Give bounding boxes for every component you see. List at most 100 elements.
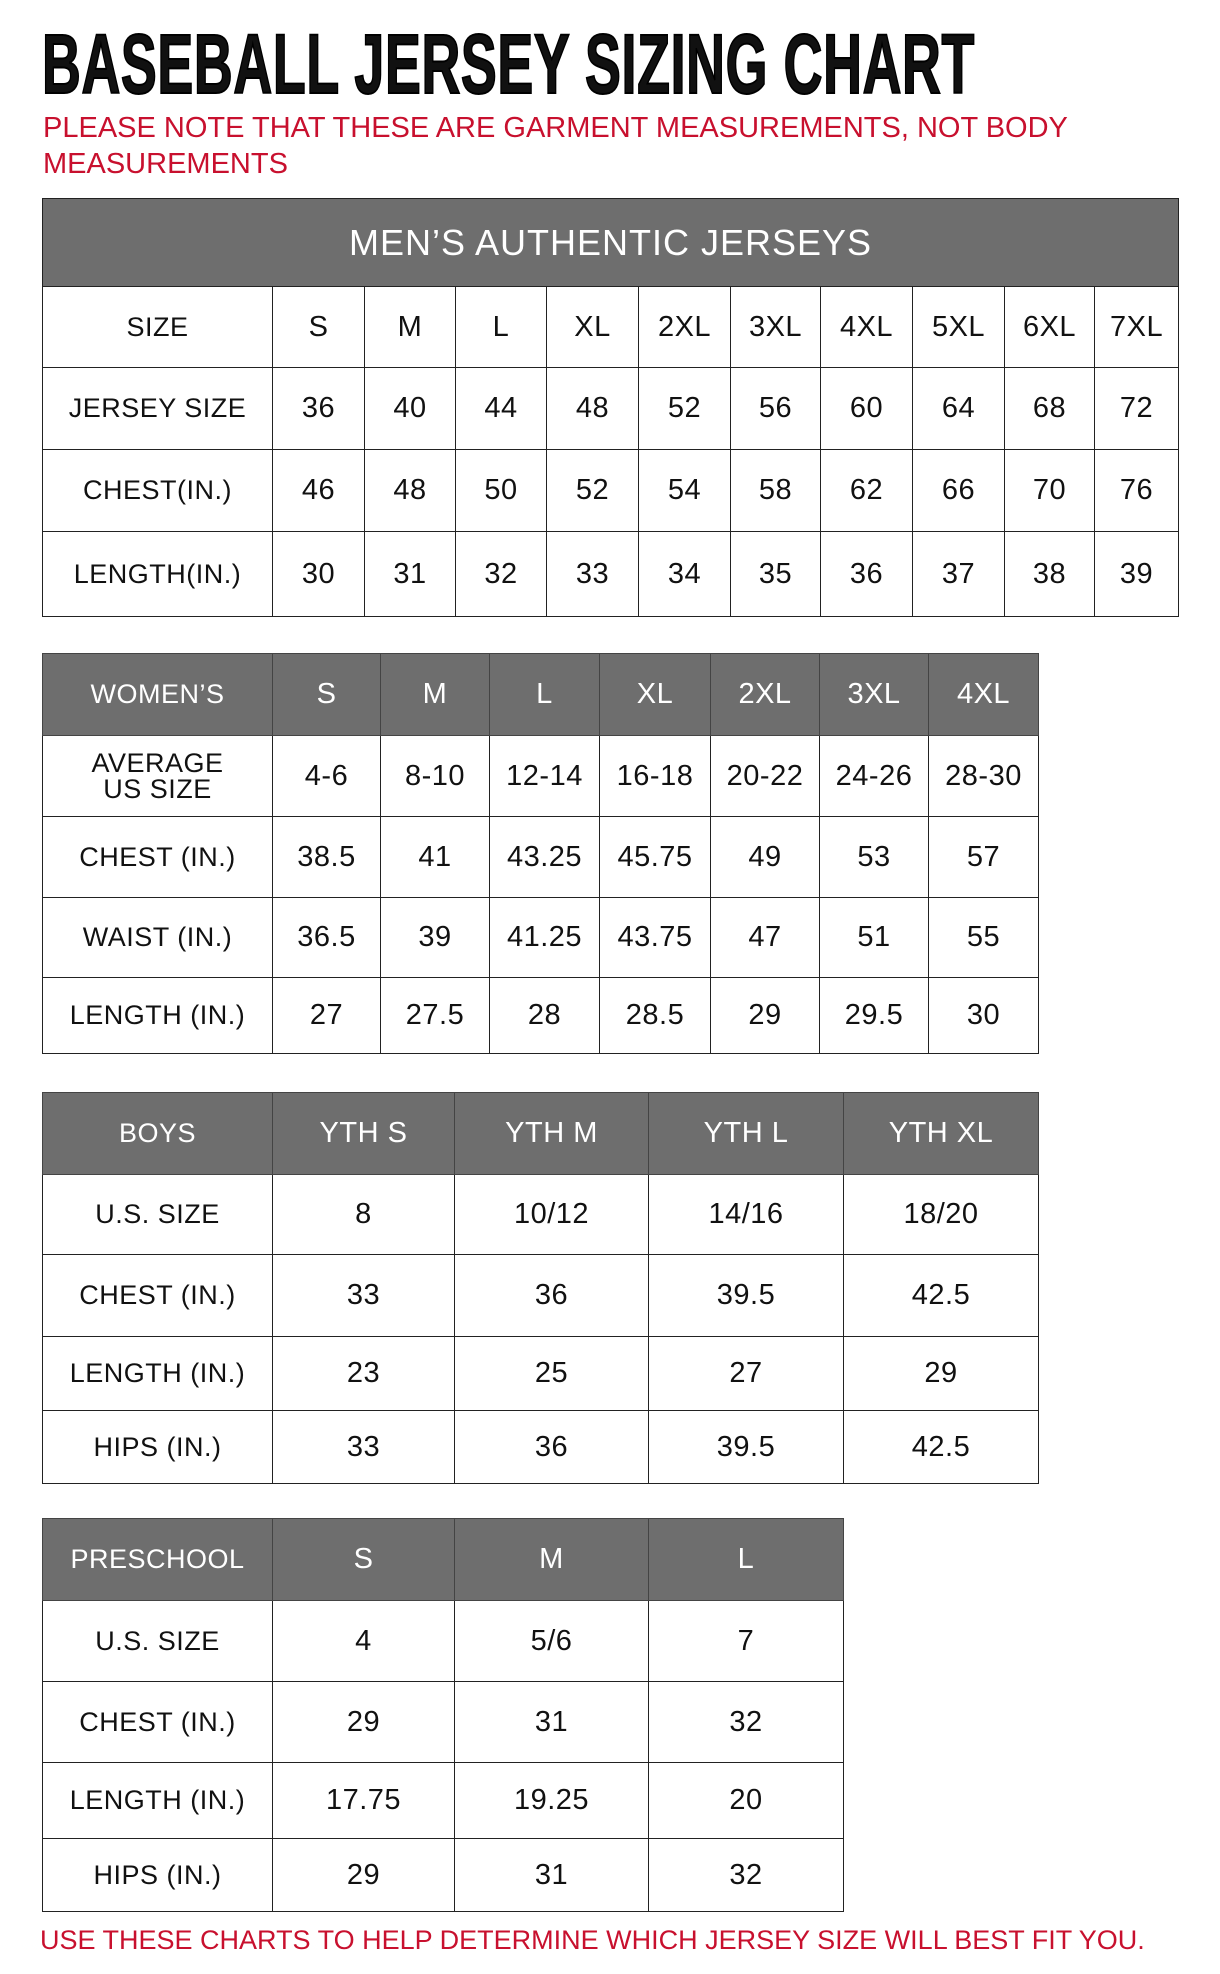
measurement-cell: 18/20 <box>843 1174 1039 1255</box>
measurement-cell: 68 <box>1004 367 1095 450</box>
measurement-cell: 50 <box>455 449 547 532</box>
measurement-cell: 33 <box>272 1410 455 1484</box>
row-label: JERSEY SIZE <box>42 367 273 450</box>
measurement-cell: 36.5 <box>272 897 381 978</box>
footer-note: USE THESE CHARTS TO HELP DETERMINE WHICH… <box>40 1925 1145 1955</box>
row-label: U.S. SIZE <box>42 1600 273 1682</box>
measurement-cell: 33 <box>272 1254 455 1337</box>
measurement-cell: 32 <box>648 1838 844 1912</box>
measurement-cell: 52 <box>638 367 731 450</box>
table-row: LENGTH (IN.) 23 25 27 29 <box>42 1336 1039 1411</box>
size-header-cell: S <box>272 653 381 736</box>
measurement-cell: 31 <box>454 1838 649 1912</box>
measurement-cell: 38.5 <box>272 816 381 898</box>
size-header-cell: YTH S <box>272 1092 455 1175</box>
measurement-cell: 35 <box>730 531 821 617</box>
boys-size-table: BOYS YTH S YTH M YTH L YTH XL U.S. SIZE 8 10/12… <box>42 1092 1039 1484</box>
measurement-cell: 39 <box>1093 531 1180 617</box>
measurement-cell: 12-14 <box>489 735 600 817</box>
size-header-cell: 4XL <box>928 653 1039 736</box>
preschool-size-table: PRESCHOOL S M L U.S. SIZE 4 5/6 7 CHEST (IN.) 29 3… <box>42 1518 844 1912</box>
measurement-cell: 39.5 <box>648 1410 844 1484</box>
measurement-cell: 37 <box>912 531 1005 617</box>
table-row: U.S. SIZE 4 5/6 7 <box>42 1600 844 1682</box>
size-header-cell: YTH XL <box>843 1092 1039 1175</box>
measurement-cell: 28.5 <box>599 977 711 1054</box>
table-corner-label: SIZE <box>42 286 273 368</box>
size-header-cell: 5XL <box>912 286 1005 368</box>
page-title: BASEBALL JERSEY SIZING CHART <box>41 17 975 111</box>
size-header-cell: 4XL <box>820 286 913 368</box>
table-row: LENGTH (IN.) 27 27.5 28 28.5 29 29.5 30 <box>42 977 1039 1054</box>
table-corner-label: BOYS <box>42 1092 273 1175</box>
measurement-cell: 14/16 <box>648 1174 844 1255</box>
table-row: CHEST(IN.) 46 48 50 52 54 58 62 66 70 76 <box>42 449 1180 532</box>
table-header-row: PRESCHOOL S M L <box>42 1518 844 1601</box>
size-header-cell: 3XL <box>730 286 821 368</box>
measurement-cell: 20 <box>648 1762 844 1839</box>
measurement-cell: 62 <box>820 449 913 532</box>
measurement-cell: 38 <box>1004 531 1095 617</box>
measurement-cell: 44 <box>455 367 547 450</box>
measurement-cell: 41.25 <box>489 897 600 978</box>
size-header-cell: M <box>454 1518 649 1601</box>
mens-size-table: MEN’S AUTHENTIC JERSEYS SIZE S M L XL 2XL 3XL 4X… <box>41 198 1180 617</box>
measurement-cell: 48 <box>546 367 639 450</box>
measurement-cell: 64 <box>912 367 1005 450</box>
size-header-cell: YTH M <box>454 1092 649 1175</box>
row-label: U.S. SIZE <box>42 1174 273 1255</box>
measurement-cell: 27 <box>648 1336 844 1411</box>
measurement-cell: 25 <box>454 1336 649 1411</box>
measurement-cell: 47 <box>710 897 820 978</box>
measurement-cell: 41 <box>380 816 490 898</box>
row-label: AVERAGE US SIZE <box>42 735 273 817</box>
measurement-cell: 7 <box>648 1600 844 1682</box>
measurement-cell: 23 <box>272 1336 455 1411</box>
measurement-cell: 5/6 <box>454 1600 649 1682</box>
size-header-cell: YTH L <box>648 1092 844 1175</box>
measurement-cell: 4 <box>272 1600 455 1682</box>
row-label: HIPS (IN.) <box>42 1410 273 1484</box>
size-header-cell: S <box>272 286 365 368</box>
measurement-cell: 8-10 <box>380 735 490 817</box>
measurement-cell: 42.5 <box>843 1254 1039 1337</box>
row-label: LENGTH (IN.) <box>42 977 273 1054</box>
table-row: JERSEY SIZE 36 40 44 48 52 56 60 64 68 72 <box>42 367 1180 450</box>
row-label: LENGTH(IN.) <box>42 531 273 617</box>
measurement-cell: 36 <box>454 1254 649 1337</box>
size-header-cell: L <box>489 653 600 736</box>
row-label: LENGTH (IN.) <box>42 1336 273 1411</box>
row-label: WAIST (IN.) <box>42 897 273 978</box>
measurement-cell: 28-30 <box>928 735 1039 817</box>
size-header-cell: XL <box>599 653 711 736</box>
table-row: AVERAGE US SIZE 4-6 8-10 12-14 16-18 20-22 24-… <box>42 735 1039 817</box>
row-label: LENGTH (IN.) <box>42 1762 273 1839</box>
measurement-cell: 39 <box>380 897 490 978</box>
measurement-cell: 49 <box>710 816 820 898</box>
measurement-cell: 29.5 <box>819 977 929 1054</box>
size-header-cell: XL <box>546 286 639 368</box>
size-header-cell: 7XL <box>1093 286 1180 368</box>
measurement-cell: 66 <box>912 449 1005 532</box>
table-row: CHEST (IN.) 29 31 32 <box>42 1681 844 1763</box>
measurement-cell: 20-22 <box>710 735 820 817</box>
measurement-cell: 8 <box>272 1174 455 1255</box>
size-header-cell: 3XL <box>819 653 929 736</box>
measurement-cell: 60 <box>820 367 913 450</box>
table-header-row: BOYS YTH S YTH M YTH L YTH XL <box>42 1092 1039 1175</box>
measurement-cell: 29 <box>710 977 820 1054</box>
measurement-cell: 36 <box>272 367 365 450</box>
table-row: HIPS (IN.) 33 36 39.5 42.5 <box>42 1410 1039 1484</box>
row-label: CHEST (IN.) <box>42 1254 273 1337</box>
measurement-cell: 10/12 <box>454 1174 649 1255</box>
size-header-cell: 6XL <box>1004 286 1095 368</box>
measurement-cell: 72 <box>1093 367 1180 450</box>
measurement-cell: 52 <box>546 449 639 532</box>
measurement-cell: 16-18 <box>599 735 711 817</box>
row-label: CHEST (IN.) <box>42 1681 273 1763</box>
measurement-cell: 53 <box>819 816 929 898</box>
table-row: WAIST (IN.) 36.5 39 41.25 43.75 47 51 55 <box>42 897 1039 978</box>
measurement-cell: 43.25 <box>489 816 600 898</box>
measurement-cell: 46 <box>272 449 365 532</box>
measurement-cell: 32 <box>455 531 547 617</box>
